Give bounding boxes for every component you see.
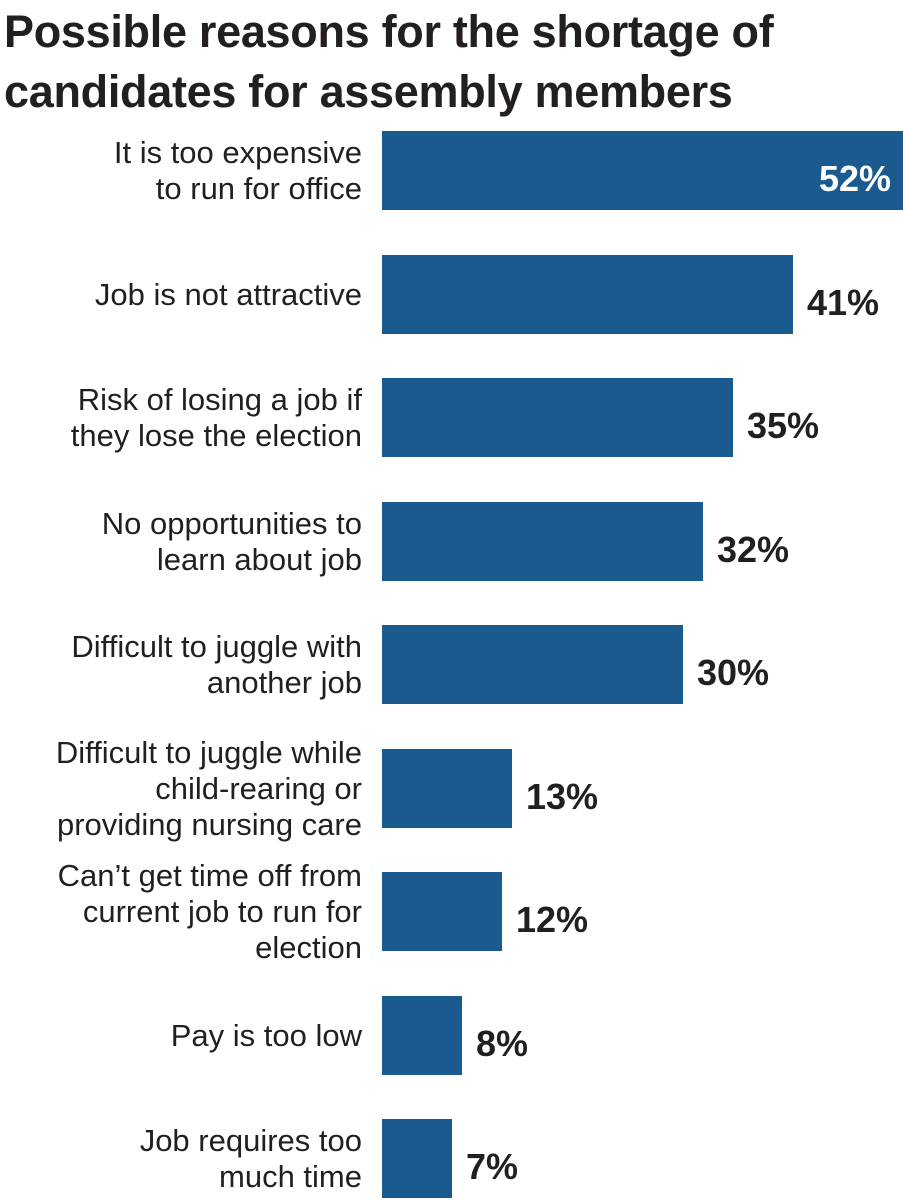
- bar-row: Pay is too low 8%: [0, 995, 903, 1075]
- value-label: 35%: [747, 405, 820, 446]
- value-label: 13%: [526, 775, 599, 817]
- category-label: Difficult to juggle while child-rearing …: [55, 734, 362, 842]
- value-label: 41%: [807, 281, 880, 323]
- bar-row: Can’t get time off from current job to r…: [0, 858, 903, 965]
- bar: [382, 131, 903, 210]
- bar: [382, 1119, 452, 1198]
- bar: [382, 378, 733, 457]
- bar-row: Job is not attractive 41%: [0, 254, 903, 334]
- bar: [382, 501, 703, 581]
- value-label: 30%: [697, 652, 770, 693]
- bar-row: It is too expensive to run for office 52%: [0, 131, 903, 210]
- bar: [382, 625, 683, 704]
- category-label: Job requires too much time: [139, 1123, 362, 1194]
- category-label: Job is not attractive: [94, 276, 362, 312]
- bar-row: Difficult to juggle with another job 30%: [0, 625, 903, 704]
- bar-row: No opportunities to learn about job 32%: [0, 501, 903, 581]
- bar-row: Risk of losing a job if they lose the el…: [0, 378, 903, 457]
- category-label: Risk of losing a job if they lose the el…: [70, 382, 362, 453]
- category-label: Can’t get time off from current job to r…: [57, 858, 362, 965]
- bar: [382, 748, 512, 828]
- category-label: No opportunities to learn about job: [101, 505, 362, 577]
- bar: [382, 254, 793, 334]
- category-label: Difficult to juggle with another job: [71, 629, 362, 700]
- bar: [382, 872, 502, 951]
- value-label: 12%: [516, 899, 589, 940]
- value-label: 32%: [717, 528, 790, 570]
- value-label: 52%: [818, 158, 891, 199]
- bar: [382, 995, 462, 1075]
- bar-row: Difficult to juggle while child-rearing …: [0, 735, 903, 842]
- category-label: Pay is too low: [170, 1017, 362, 1053]
- value-label: 7%: [466, 1146, 519, 1187]
- bar-row: Job requires too much time 7%: [0, 1119, 903, 1198]
- chart-title: Possible reasons for the shortage of can…: [4, 6, 774, 117]
- category-label: It is too expensive to run for office: [113, 135, 362, 206]
- value-label: 8%: [476, 1022, 529, 1064]
